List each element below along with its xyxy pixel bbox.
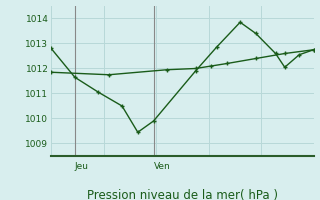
Text: Pression niveau de la mer( hPa ): Pression niveau de la mer( hPa )	[87, 189, 278, 200]
Text: Ven: Ven	[154, 162, 170, 171]
Text: Jeu: Jeu	[75, 162, 89, 171]
